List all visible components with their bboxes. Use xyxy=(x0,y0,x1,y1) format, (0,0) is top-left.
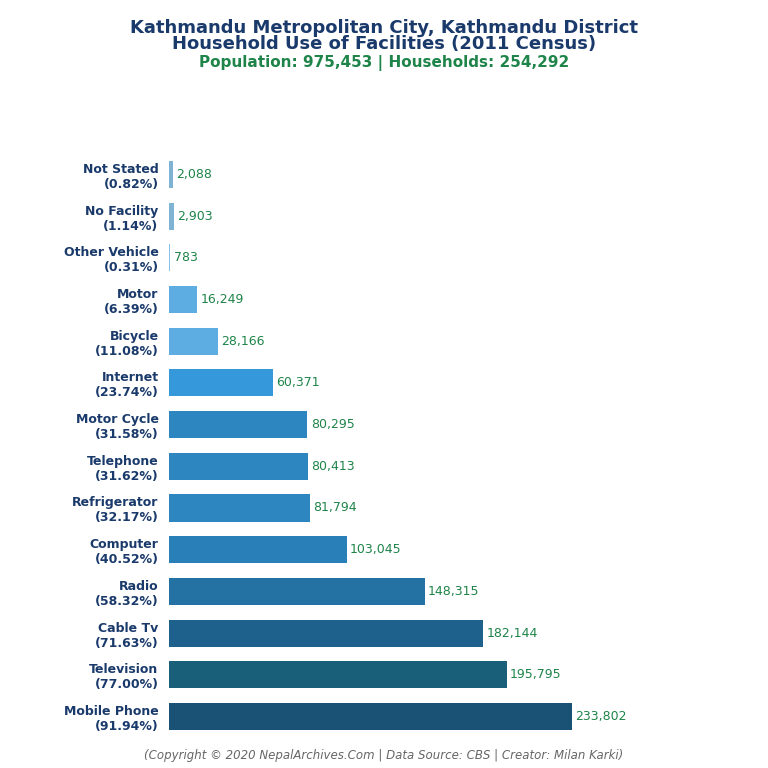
Text: 233,802: 233,802 xyxy=(575,710,627,723)
Text: Population: 975,453 | Households: 254,292: Population: 975,453 | Households: 254,29… xyxy=(199,55,569,71)
Text: 28,166: 28,166 xyxy=(220,335,264,348)
Bar xyxy=(169,161,173,188)
Bar xyxy=(169,203,174,230)
Bar xyxy=(169,495,310,521)
Text: 195,795: 195,795 xyxy=(510,668,561,681)
Bar xyxy=(169,411,307,438)
Text: 783: 783 xyxy=(174,251,197,264)
Bar xyxy=(169,536,346,563)
Bar xyxy=(169,620,483,647)
Bar xyxy=(169,286,197,313)
Bar xyxy=(169,453,308,480)
Bar xyxy=(169,328,217,355)
Bar xyxy=(169,578,425,605)
Text: 148,315: 148,315 xyxy=(428,585,479,598)
Bar xyxy=(169,703,572,730)
Bar xyxy=(169,244,170,271)
Text: Household Use of Facilities (2011 Census): Household Use of Facilities (2011 Census… xyxy=(172,35,596,52)
Text: (Copyright © 2020 NepalArchives.Com | Data Source: CBS | Creator: Milan Karki): (Copyright © 2020 NepalArchives.Com | Da… xyxy=(144,749,624,762)
Text: 81,794: 81,794 xyxy=(313,502,357,515)
Bar xyxy=(169,369,273,396)
Text: 2,088: 2,088 xyxy=(176,168,212,181)
Text: 60,371: 60,371 xyxy=(276,376,320,389)
Text: 103,045: 103,045 xyxy=(350,543,402,556)
Bar xyxy=(169,661,507,688)
Text: 182,144: 182,144 xyxy=(486,627,538,640)
Text: 80,295: 80,295 xyxy=(311,418,354,431)
Text: 16,249: 16,249 xyxy=(200,293,243,306)
Text: 80,413: 80,413 xyxy=(311,460,355,473)
Text: 2,903: 2,903 xyxy=(177,210,213,223)
Text: Kathmandu Metropolitan City, Kathmandu District: Kathmandu Metropolitan City, Kathmandu D… xyxy=(130,19,638,37)
